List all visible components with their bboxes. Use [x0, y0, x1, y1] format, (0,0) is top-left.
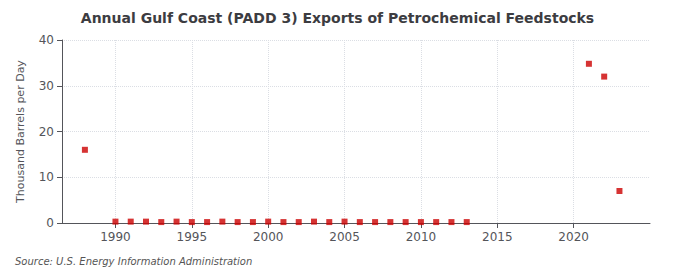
svg-text:1995: 1995: [177, 230, 208, 244]
svg-text:2010: 2010: [406, 230, 437, 244]
svg-text:10: 10: [39, 170, 54, 184]
svg-text:2020: 2020: [558, 230, 589, 244]
svg-text:20: 20: [39, 125, 54, 139]
svg-text:2000: 2000: [253, 230, 284, 244]
svg-text:30: 30: [39, 79, 54, 93]
svg-text:40: 40: [39, 33, 54, 47]
svg-text:0: 0: [46, 216, 54, 230]
svg-text:Source: U.S. Energy Informatio: Source: U.S. Energy Information Administ…: [15, 256, 252, 267]
svg-text:2005: 2005: [329, 230, 360, 244]
svg-text:2015: 2015: [482, 230, 513, 244]
svg-text:1990: 1990: [100, 230, 131, 244]
svg-text:Thousand Barrels per Day: Thousand Barrels per Day: [14, 60, 27, 204]
svg-text:Annual Gulf Coast (PADD 3) Exp: Annual Gulf Coast (PADD 3) Exports of Pe…: [81, 10, 594, 26]
